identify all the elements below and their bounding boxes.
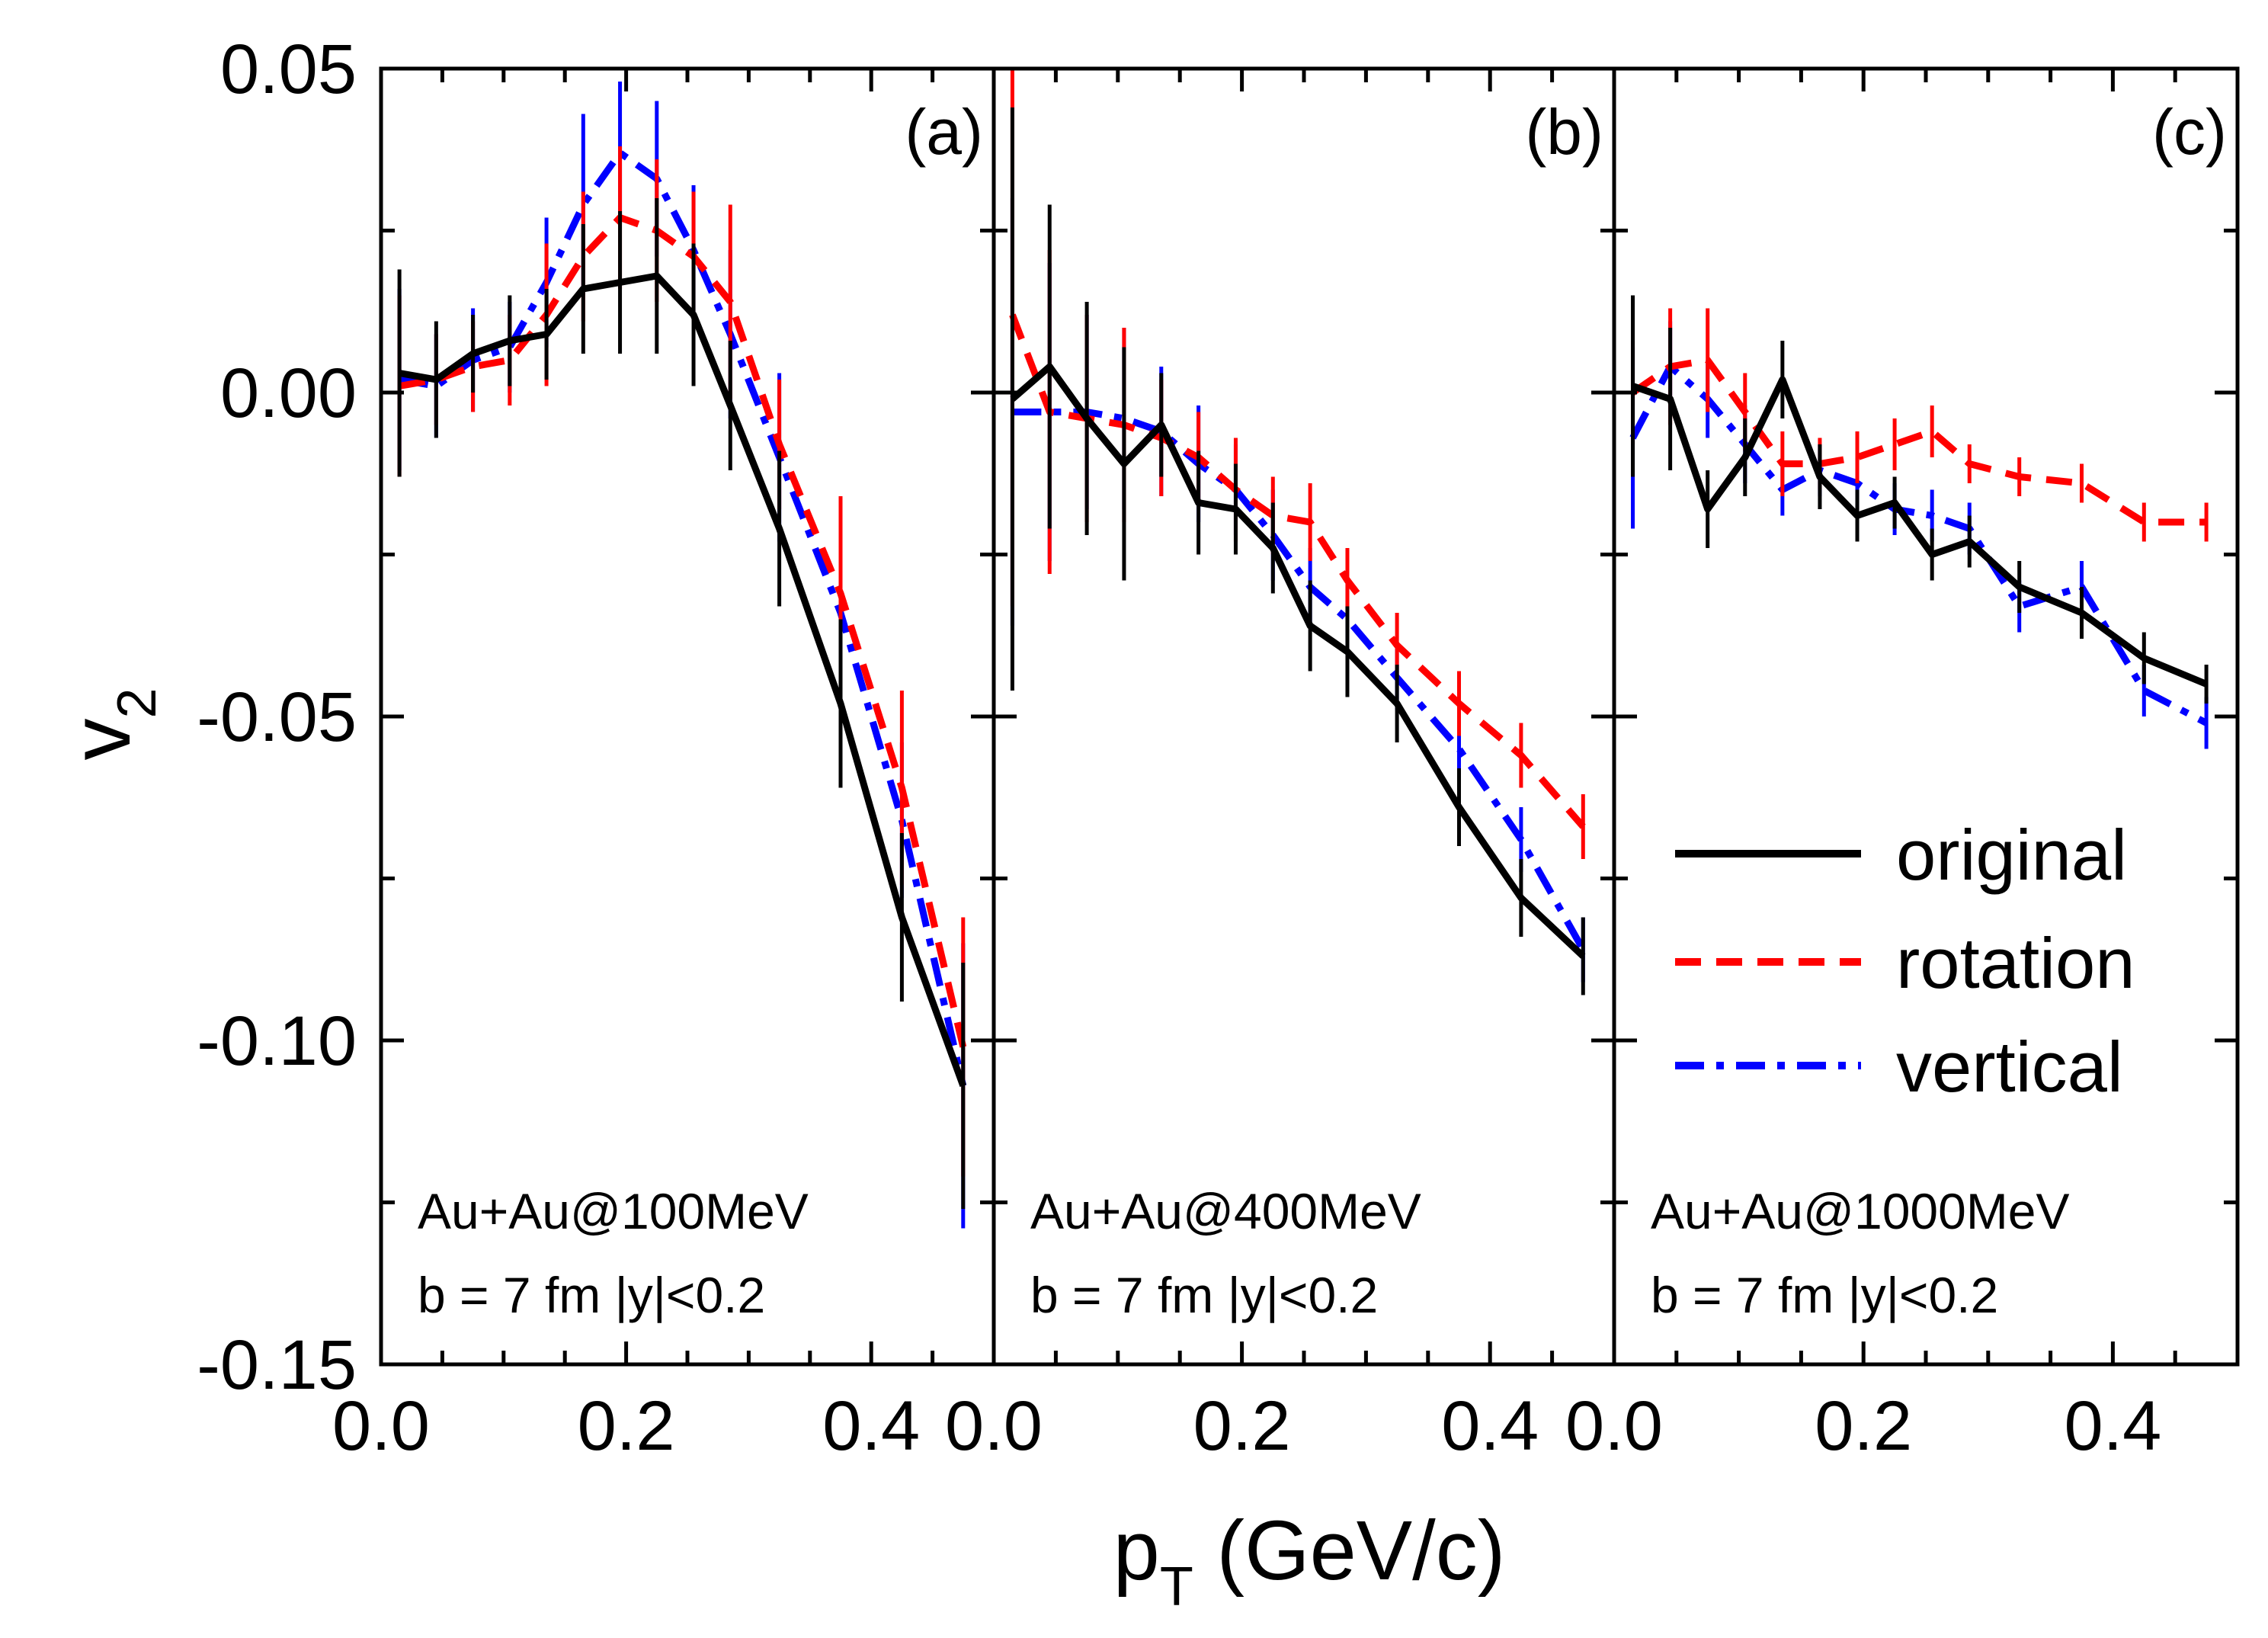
y-axis-title-main: v xyxy=(54,719,148,761)
panel-annotation: Au+Au@100MeV xyxy=(418,1183,809,1239)
x-tick-label: 0.0 xyxy=(945,1387,1043,1465)
x-tick-label: 0.4 xyxy=(2064,1387,2161,1465)
series-line-rotation xyxy=(1009,313,1586,829)
panel-1-series xyxy=(1009,69,1587,995)
frame-layer xyxy=(379,66,2240,1367)
panel-2-series xyxy=(1629,295,2209,749)
x-tick-label: 0.2 xyxy=(1193,1387,1291,1465)
series-line-vertical xyxy=(1012,409,1587,952)
panel-label: (a) xyxy=(905,96,983,168)
x-tick-label: 0.2 xyxy=(578,1387,675,1465)
text-layer: 0.0 0.2 0.4 (a) Au+Au@100MeV b = 7 fm |y|<0.2… xyxy=(54,30,2227,1617)
y-tick-label: 0.00 xyxy=(220,354,357,432)
y-tick-label: 0.05 xyxy=(220,30,357,108)
x-tick-label: 0.4 xyxy=(1441,1387,1539,1465)
panel-annotation: Au+Au@400MeV xyxy=(1030,1183,1421,1239)
series-line-rotation xyxy=(399,214,967,1048)
panel-annotation: b = 7 fm |y|<0.2 xyxy=(1030,1267,1378,1323)
x-tick-label: 0.0 xyxy=(332,1387,430,1465)
panel-label: (c) xyxy=(2152,96,2227,168)
panel-annotation: b = 7 fm |y|<0.2 xyxy=(1651,1267,1998,1323)
x-axis-title-main: p xyxy=(1113,1504,1160,1598)
panel-frame-1 xyxy=(991,66,1616,1367)
y-tick-label: -0.15 xyxy=(197,1326,357,1404)
panel-annotation: b = 7 fm |y|<0.2 xyxy=(418,1267,765,1323)
data-layer xyxy=(397,69,2209,1229)
x-axis-title-suffix: (GeV/c) xyxy=(1193,1504,1506,1598)
series-rotation-panel-2 xyxy=(1630,308,2209,542)
x-axis-title-sub: T xyxy=(1160,1556,1193,1617)
series-line-original xyxy=(399,272,967,1088)
series-line-vertical xyxy=(399,149,967,1087)
panel-annotation: Au+Au@1000MeV xyxy=(1651,1183,2070,1239)
x-tick-label: 0.4 xyxy=(822,1387,920,1465)
y-axis-title-sub: 2 xyxy=(107,688,168,718)
x-axis-title: pT (GeV/c) xyxy=(1113,1504,1506,1617)
x-tick-label: 0.0 xyxy=(1565,1387,1663,1465)
y-axis-title: v2 xyxy=(54,688,168,760)
legend-label-rotation: rotation xyxy=(1896,923,2135,1003)
series-line-rotation xyxy=(1630,357,2207,526)
panel-label: (b) xyxy=(1525,96,1603,168)
x-tick-label: 0.2 xyxy=(1815,1387,1912,1465)
legend-label-vertical: vertical xyxy=(1896,1027,2123,1107)
series-original-panel-0 xyxy=(397,198,967,1209)
y-tick-label: -0.10 xyxy=(197,1002,357,1080)
series-rotation-panel-1 xyxy=(1009,69,1586,859)
panel-0-series xyxy=(397,82,967,1229)
series-line-vertical xyxy=(1629,363,2209,726)
series-line-original xyxy=(1010,363,1586,959)
series-original-panel-1 xyxy=(1010,107,1586,995)
legend-label-original: original xyxy=(1896,815,2127,895)
series-line-original xyxy=(1632,376,2208,688)
y-tick-label: -0.05 xyxy=(197,678,357,756)
series-vertical-panel-0 xyxy=(397,82,967,1229)
series-original-panel-2 xyxy=(1631,295,2209,704)
